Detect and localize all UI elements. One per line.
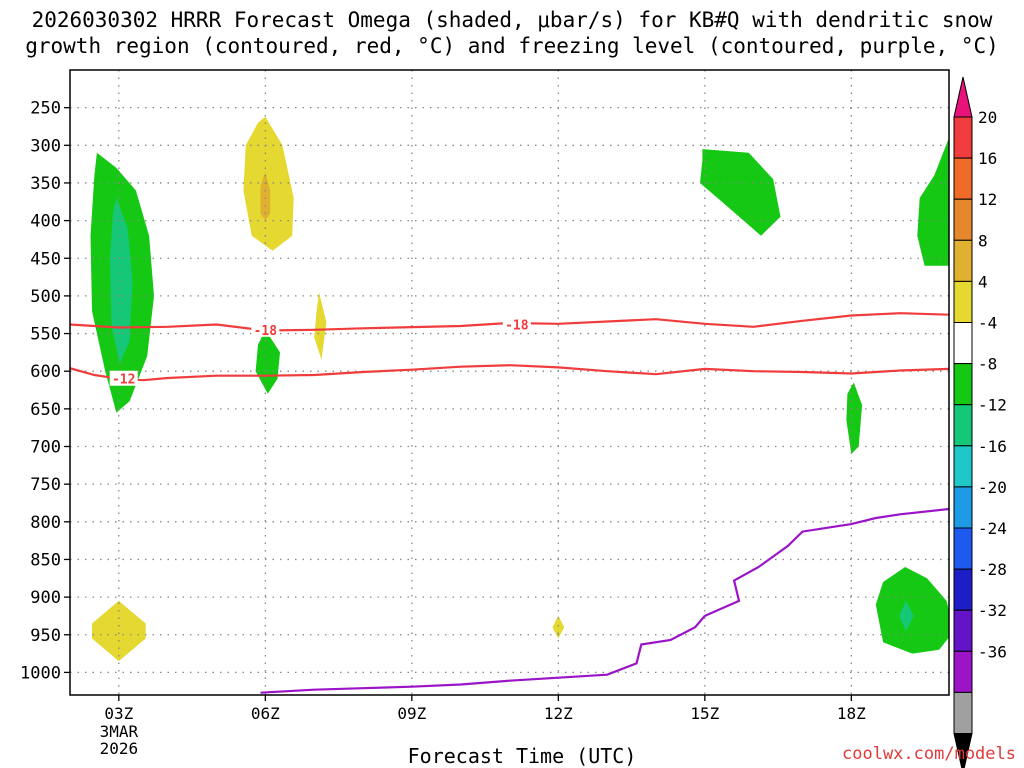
omega-region-yellow-03z-low	[92, 600, 146, 662]
freezing-level-line	[260, 507, 949, 694]
y-tick-label: 800	[30, 513, 61, 533]
contour-label-bg	[109, 370, 138, 386]
y-tick-label: 900	[30, 588, 61, 608]
colorbar-label: -16	[978, 437, 1007, 456]
colorbar-swatch	[953, 486, 973, 529]
colorbar-swatch	[953, 404, 973, 447]
y-tick-label: 500	[30, 287, 61, 307]
y-tick-label: 950	[30, 626, 61, 646]
colorbar-label: -32	[978, 601, 1007, 620]
colorbar-swatch	[953, 198, 973, 241]
contour-label: -18	[505, 319, 529, 334]
colorbar-label: -8	[978, 355, 997, 374]
colorbar-swatch	[953, 691, 973, 735]
omega-region-orange-06z	[260, 171, 271, 221]
omega-region-teal-19z	[899, 600, 914, 631]
x-tick-label: 18Z	[837, 704, 866, 723]
omega-region-green-19z	[875, 567, 949, 654]
colorbar-swatch	[953, 568, 973, 611]
colorbar-swatch	[953, 322, 973, 365]
colorbar-swatch	[953, 239, 973, 282]
colorbar-top-arrow	[953, 76, 973, 118]
x-tick-sublabel: 3MAR	[100, 722, 139, 741]
chart-title-line-2: growth region (contoured, red, °C) and f…	[25, 34, 999, 58]
colorbar-label: -28	[978, 560, 1007, 579]
y-tick-label: 250	[30, 99, 61, 119]
x-tick-label: 12Z	[544, 704, 573, 723]
x-tick-label: 15Z	[690, 704, 719, 723]
contour-label: -18	[254, 324, 278, 339]
omega-region-yellow-06z	[243, 116, 294, 251]
omega-region-green-15z	[700, 149, 781, 236]
x-tick-label: 06Z	[251, 704, 280, 723]
y-tick-label: 400	[30, 212, 61, 232]
colorbar-swatch	[953, 363, 973, 406]
colorbar-swatch	[953, 157, 973, 200]
colorbar-label: -36	[978, 642, 1007, 661]
y-tick-label: 600	[30, 362, 61, 382]
y-tick-label: 700	[30, 438, 61, 458]
credit-link[interactable]: coolwx.com/models	[842, 744, 1016, 764]
colorbar-swatch	[953, 445, 973, 488]
contour-label: -12	[112, 373, 135, 388]
colorbar-label: 8	[978, 231, 988, 250]
colorbar-bottom-arrow	[953, 733, 973, 768]
y-tick-label: 350	[30, 174, 61, 194]
y-tick-label: 650	[30, 400, 61, 420]
plot-frame	[69, 69, 950, 696]
omega-region-teal-03z	[110, 198, 133, 364]
contour-line	[70, 364, 949, 382]
plot-area: -18 -18 -12	[70, 70, 949, 695]
y-tick-label: 850	[30, 550, 61, 570]
contour-line	[70, 312, 949, 332]
omega-region-green-06z	[255, 329, 280, 394]
y-tick-label: 300	[30, 136, 61, 156]
colorbar-label: -24	[978, 519, 1007, 538]
x-tick-label: 09Z	[397, 704, 426, 723]
colorbar-label: -12	[978, 396, 1007, 415]
colorbar-swatch	[953, 650, 973, 693]
colorbar-label: 16	[978, 149, 997, 168]
x-tick-sublabel: 2026	[100, 739, 139, 758]
colorbar-swatch	[953, 280, 973, 323]
colorbar-label: -20	[978, 478, 1007, 497]
y-tick-label: 750	[30, 475, 61, 495]
omega-region-green-20z	[917, 137, 949, 266]
colorbar-label: 12	[978, 190, 997, 209]
omega-region-green-18z	[846, 382, 863, 454]
contour-label-bg	[502, 316, 531, 332]
colorbar-swatch	[953, 116, 973, 159]
omega-region-yellow-12z	[552, 615, 565, 639]
x-axis-label: Forecast Time (UTC)	[407, 744, 637, 768]
chart-title-line-1: 2026030302 HRRR Forecast Omega (shaded, …	[31, 8, 993, 32]
colorbar-swatch	[953, 527, 973, 570]
y-tick-label: 1000	[20, 663, 61, 683]
y-tick-label: 450	[30, 249, 61, 269]
colorbar-label: -4	[978, 314, 997, 333]
colorbar-label: 20	[978, 108, 997, 127]
contour-label-bg	[251, 321, 280, 337]
colorbar-label: 4	[978, 272, 988, 291]
colorbar-swatch	[953, 609, 973, 652]
y-tick-label: 550	[30, 325, 61, 345]
x-tick-label: 03Z	[104, 704, 133, 723]
omega-region-yellow-07z	[314, 292, 327, 360]
